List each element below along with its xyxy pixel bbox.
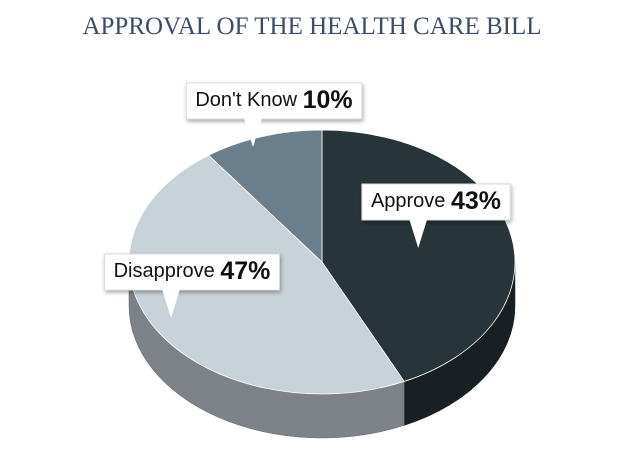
label-text: Don't Know 10%: [195, 86, 352, 114]
pie-slice: [207, 129, 323, 263]
data-label: Don't Know 10%: [185, 82, 363, 147]
label-box: [361, 183, 511, 221]
label-pointer: [409, 219, 428, 248]
value-label: 10%: [303, 86, 353, 114]
label-box: [185, 82, 363, 120]
value-label: 47%: [220, 257, 270, 285]
data-label: Disapprove 47%: [104, 253, 280, 318]
label-text: Approve 43%: [371, 187, 501, 215]
label-pointer: [162, 289, 181, 318]
label-text: Disapprove 47%: [114, 257, 271, 285]
category-label: Approve: [371, 190, 446, 212]
chart-title: APPROVAL OF THE HEALTH CARE BILL: [82, 13, 541, 40]
value-label: 43%: [451, 187, 501, 215]
label-pointer: [243, 118, 262, 147]
category-label: Disapprove: [114, 260, 215, 282]
category-label: Don't Know: [195, 89, 297, 111]
data-label: Approve 43%: [361, 183, 511, 248]
label-box: [104, 253, 280, 291]
